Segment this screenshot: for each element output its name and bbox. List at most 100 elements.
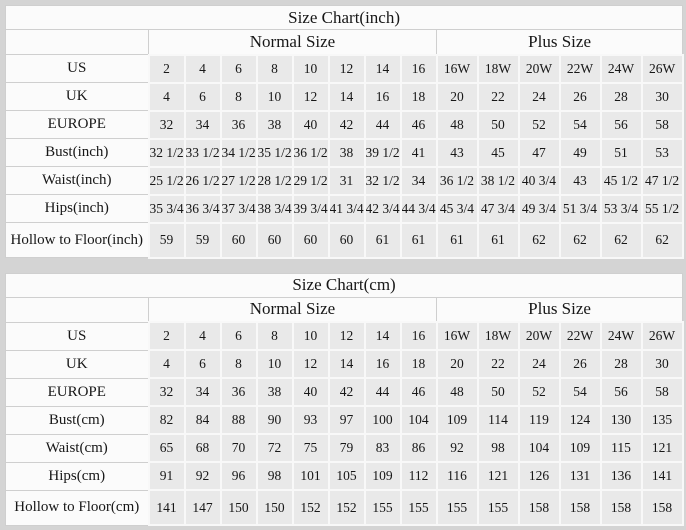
size-value-cell: 155: [476, 489, 520, 526]
row-label: Bust(inch): [5, 138, 149, 167]
size-value-cell: 49 3/4: [517, 193, 561, 224]
table-row: Hollow to Floor(cm) 141 147 150 150 152 152 155…: [5, 489, 684, 526]
size-value-cell: 25 1/2: [147, 165, 186, 196]
size-value-cell: 44: [363, 377, 402, 407]
size-value-cell: 2: [147, 53, 186, 84]
size-value-cell: 62: [640, 221, 684, 259]
size-value-cell: 114: [476, 405, 520, 435]
size-value-cell: 16: [399, 321, 438, 351]
size-value-cell: 6: [183, 81, 222, 112]
size-value-cell: 109: [435, 405, 479, 435]
size-chart-cm-table: Size Chart(cm) Normal Size Plus Size US 2 4 6 8…: [4, 272, 684, 526]
size-value-cell: 158: [558, 489, 602, 526]
size-value-cell: 20: [435, 81, 479, 112]
table-row: Hips(inch) 35 3/4 36 3/4 37 3/4 38 3/4 39 3/4…: [5, 193, 684, 224]
size-value-cell: 24W: [599, 321, 643, 351]
size-value-cell: 121: [476, 461, 520, 491]
size-value-cell: 46: [399, 377, 438, 407]
table-row: Bust(inch) 32 1/2 33 1/2 34 1/2 35 1/2 36 1/2…: [5, 137, 684, 168]
size-value-cell: 91: [147, 461, 186, 491]
size-value-cell: 48: [435, 109, 479, 140]
size-value-cell: 18W: [476, 53, 520, 84]
size-value-cell: 38: [255, 109, 294, 140]
size-value-cell: 16: [363, 349, 402, 379]
row-label: Hips(inch): [5, 194, 149, 223]
size-value-cell: 29 1/2: [291, 165, 330, 196]
size-value-cell: 50: [476, 109, 520, 140]
size-value-cell: 98: [255, 461, 294, 491]
size-value-cell: 47 1/2: [640, 165, 684, 196]
table-title: Size Chart(cm): [4, 272, 684, 298]
size-value-cell: 34 1/2: [219, 137, 258, 168]
size-value-cell: 92: [435, 433, 479, 463]
size-value-cell: 41 3/4: [327, 193, 366, 224]
size-value-cell: 6: [219, 53, 258, 84]
size-value-cell: 105: [327, 461, 366, 491]
size-value-cell: 42: [327, 109, 366, 140]
table-row: Hollow to Floor(inch) 59 59 60 60 60 60 61 61 61 6…: [5, 221, 684, 259]
size-value-cell: 135: [640, 405, 684, 435]
size-value-cell: 104: [399, 405, 438, 435]
size-value-cell: 44: [363, 109, 402, 140]
size-value-cell: 30: [640, 349, 684, 379]
size-value-cell: 61: [435, 221, 479, 259]
size-value-cell: 52: [517, 377, 561, 407]
size-value-cell: 14: [327, 81, 366, 112]
size-value-cell: 16: [363, 81, 402, 112]
size-value-cell: 10: [255, 349, 294, 379]
size-value-cell: 27 1/2: [219, 165, 258, 196]
size-value-cell: 119: [517, 405, 561, 435]
size-value-cell: 26W: [640, 53, 684, 84]
size-value-cell: 82: [147, 405, 186, 435]
size-value-cell: 93: [291, 405, 330, 435]
size-value-cell: 62: [558, 221, 602, 259]
size-value-cell: 36 1/2: [291, 137, 330, 168]
size-value-cell: 6: [219, 321, 258, 351]
size-value-cell: 86: [399, 433, 438, 463]
table-row: UK 4 6 8 10 12 14 16 18 20 22 24 26 28 30: [5, 349, 684, 379]
size-value-cell: 70: [219, 433, 258, 463]
size-value-cell: 30: [640, 81, 684, 112]
size-chart-inch-table: Size Chart(inch) Normal Size Plus Size US 2 4…: [4, 5, 684, 259]
size-value-cell: 38: [255, 377, 294, 407]
size-value-cell: 14: [327, 349, 366, 379]
size-value-cell: 39 1/2: [363, 137, 402, 168]
row-label: Waist(cm): [5, 433, 149, 463]
size-value-cell: 50: [476, 377, 520, 407]
size-value-cell: 8: [219, 349, 258, 379]
size-value-cell: 126: [517, 461, 561, 491]
size-value-cell: 20: [435, 349, 479, 379]
size-value-cell: 104: [517, 433, 561, 463]
table-row: Bust(cm) 82 84 88 90 93 97 100 104 109 114 119 124 13…: [5, 405, 684, 435]
size-value-cell: 26 1/2: [183, 165, 222, 196]
column-group-row: Normal Size Plus Size: [5, 296, 684, 323]
size-value-cell: 62: [517, 221, 561, 259]
size-value-cell: 68: [183, 433, 222, 463]
size-value-cell: 35 1/2: [255, 137, 294, 168]
table-row: EUROPE 32 34 36 38 40 42 44 46 48 50 52 54 56 58: [5, 377, 684, 407]
size-chart-cm-section: Size Chart(cm) Normal Size Plus Size US 2 4 6 8…: [4, 272, 684, 526]
size-value-cell: 28 1/2: [255, 165, 294, 196]
size-value-cell: 18W: [476, 321, 520, 351]
table-row: UK 4 6 8 10 12 14 16 18 20 22 24 26 28 30: [5, 81, 684, 112]
row-label: UK: [5, 82, 149, 111]
size-value-cell: 22W: [558, 53, 602, 84]
table-row: Hips(cm) 91 92 96 98 101 105 109 112 116 121 126 131…: [5, 461, 684, 491]
size-value-cell: 4: [183, 321, 222, 351]
size-value-cell: 90: [255, 405, 294, 435]
size-value-cell: 32: [147, 377, 186, 407]
size-value-cell: 2: [147, 321, 186, 351]
size-value-cell: 54: [558, 377, 602, 407]
table-row: US 2 4 6 8 10 12 14 16 16W 18W 20W 22W 24W 26W: [5, 53, 684, 84]
size-value-cell: 44 3/4: [399, 193, 438, 224]
size-value-cell: 75: [291, 433, 330, 463]
size-value-cell: 36: [219, 109, 258, 140]
size-value-cell: 12: [291, 349, 330, 379]
size-value-cell: 72: [255, 433, 294, 463]
size-value-cell: 59: [183, 221, 222, 259]
size-value-cell: 60: [219, 221, 258, 259]
size-value-cell: 152: [291, 489, 330, 526]
row-label: EUROPE: [5, 377, 149, 407]
size-value-cell: 8: [255, 321, 294, 351]
size-value-cell: 10: [255, 81, 294, 112]
